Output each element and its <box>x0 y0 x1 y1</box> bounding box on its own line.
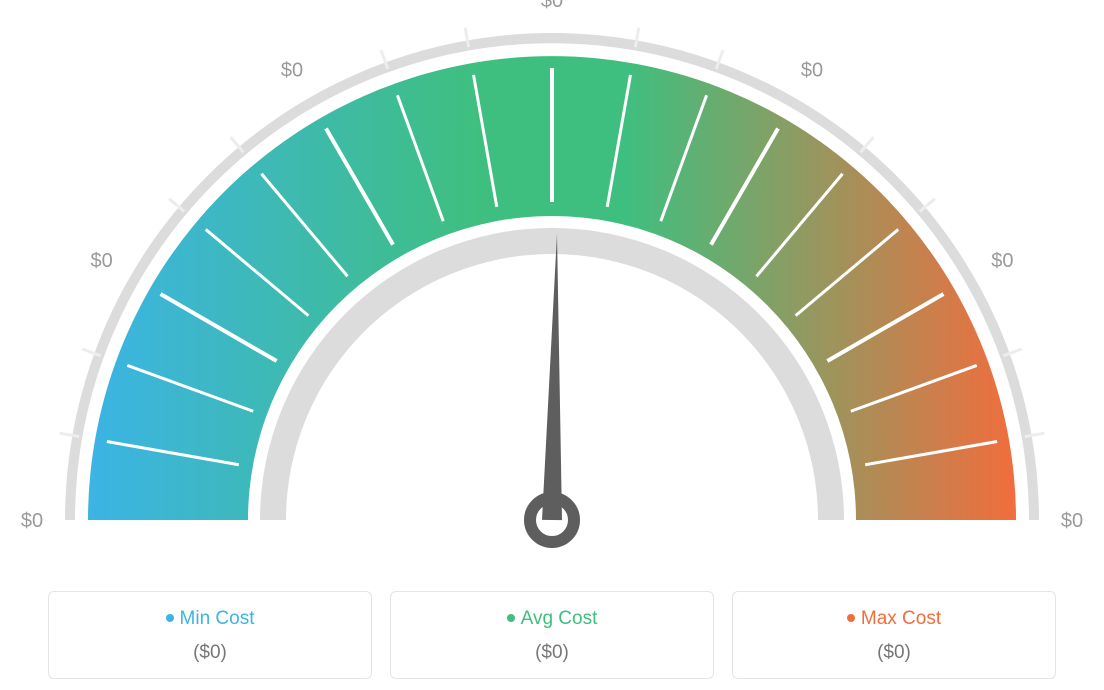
legend-title-avg: Avg Cost <box>403 608 701 630</box>
tick-label: $0 <box>1061 510 1083 532</box>
tick-label: $0 <box>21 510 43 532</box>
gauge-needle <box>542 234 562 520</box>
legend-value-min: ($0) <box>61 642 359 664</box>
tick-label: $0 <box>281 60 303 82</box>
legend-value-max: ($0) <box>745 642 1043 664</box>
legend-dot-max <box>847 614 855 622</box>
tick-label: $0 <box>541 0 563 12</box>
legend-card-avg: Avg Cost ($0) <box>390 591 714 679</box>
gauge-svg: $0 $0 $0 $0 $0 $0 $0 <box>0 0 1104 576</box>
legend-title-min: Min Cost <box>61 608 359 630</box>
legend-value-avg: ($0) <box>403 642 701 664</box>
legend-label-max: Max Cost <box>861 608 941 629</box>
legend-dot-avg <box>507 614 515 622</box>
legend-dot-min <box>166 614 174 622</box>
legend-label-min: Min Cost <box>180 608 255 629</box>
tick-label: $0 <box>801 60 823 82</box>
legend-title-max: Max Cost <box>745 608 1043 630</box>
legend-row: Min Cost ($0) Avg Cost ($0) Max Cost ($0… <box>48 591 1056 679</box>
cost-gauge-chart: $0 $0 $0 $0 $0 $0 $0 Min Cost ($0) Avg Cost ($… <box>0 0 1104 690</box>
legend-card-min: Min Cost ($0) <box>48 591 372 679</box>
legend-label-avg: Avg Cost <box>521 608 598 629</box>
tick-label: $0 <box>91 250 113 272</box>
legend-card-max: Max Cost ($0) <box>732 591 1056 679</box>
tick-label: $0 <box>991 250 1013 272</box>
